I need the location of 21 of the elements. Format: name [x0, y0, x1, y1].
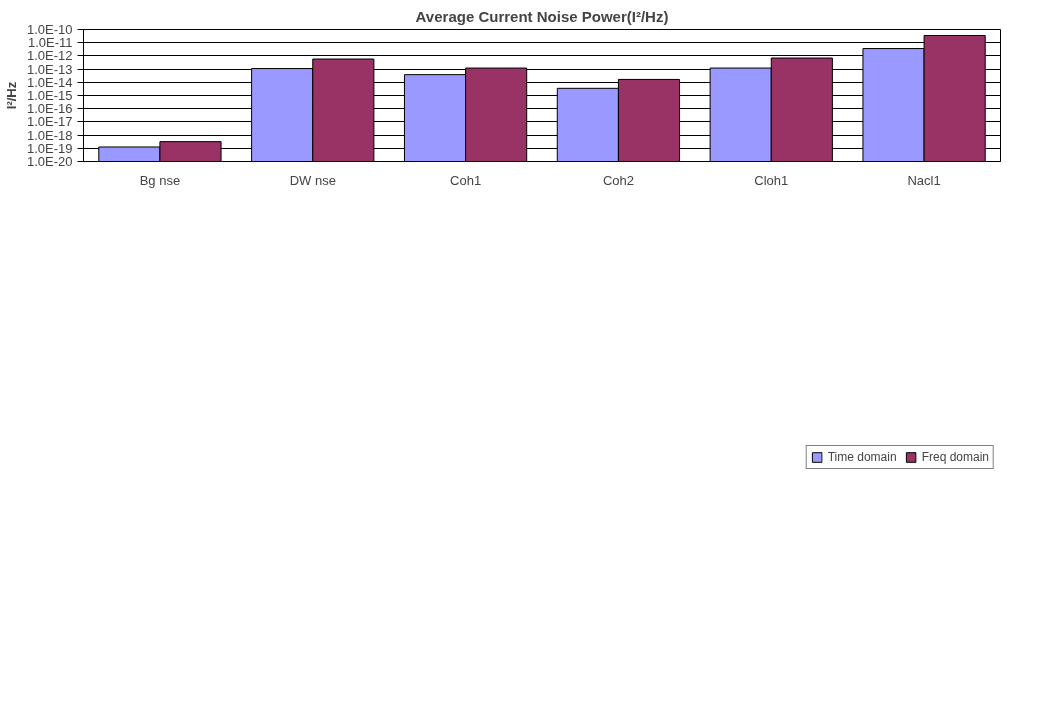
y-tick-label: 1.0E-15 — [26, 88, 73, 103]
x-tick-label: Bg nse — [139, 172, 181, 188]
y-axis-title: I²/Hz — [3, 81, 19, 110]
y-tick-label: 1.0E-12 — [26, 48, 73, 64]
y-tick-label: 1.0E-17 — [26, 114, 73, 130]
legend-label: Time domain — [827, 450, 897, 464]
x-tick-label: Coh1 — [450, 172, 482, 188]
y-tick-label: 1.0E-20 — [26, 154, 73, 169]
y-tick-label: 1.0E-19 — [26, 140, 73, 156]
x-tick-label: DW nse — [289, 172, 336, 188]
chart-title: Average Current Noise Power(I²/Hz) — [415, 7, 669, 25]
y-tick-label: 1.0E-10 — [26, 22, 73, 37]
legend-label: Freq domain — [921, 450, 989, 464]
y-tick-label: 1.0E-18 — [26, 127, 73, 143]
x-tick-label: Nacl1 — [907, 172, 941, 188]
y-tick-label: 1.0E-14 — [26, 74, 73, 90]
y-tick-label: 1.0E-16 — [26, 101, 73, 117]
y-tick-label: 1.0E-11 — [27, 35, 73, 51]
x-tick-label: Cloh1 — [754, 172, 789, 188]
y-tick-label: 1.0E-13 — [26, 61, 73, 77]
x-tick-label: Coh2 — [602, 172, 634, 188]
